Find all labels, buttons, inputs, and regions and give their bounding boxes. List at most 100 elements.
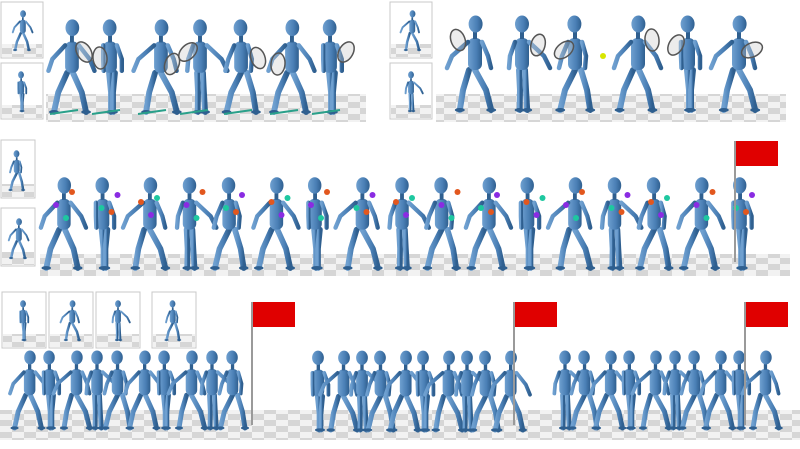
mannequin-figure xyxy=(93,177,117,271)
red-flag xyxy=(253,302,295,327)
tennis-racket xyxy=(667,34,685,56)
juggling-ball xyxy=(308,202,314,208)
mannequin-figure xyxy=(7,218,30,260)
mannequin-figure xyxy=(463,177,514,271)
mannequin-figure xyxy=(740,350,783,431)
mannequin-figure xyxy=(185,19,230,115)
juggling-ball xyxy=(148,212,154,218)
juggling-ball xyxy=(69,189,75,195)
juggling-ball xyxy=(108,209,115,215)
mannequin-figure xyxy=(17,71,28,113)
juggling-ball xyxy=(318,215,324,221)
mannequin-figure xyxy=(708,15,761,113)
mannequin-figure xyxy=(611,15,664,113)
mannequin-figure xyxy=(545,177,596,271)
mannequin-figure xyxy=(404,71,424,113)
thumbnail-floor xyxy=(2,44,42,57)
mannequin-figure xyxy=(19,300,30,342)
thumbnail-floor xyxy=(391,44,431,57)
mannequin-figure xyxy=(8,150,26,192)
tennis-racket xyxy=(337,41,355,63)
mannequin-figure xyxy=(120,177,171,271)
juggling-ball xyxy=(223,205,229,211)
juggling-ball xyxy=(183,202,190,208)
tennis-racket xyxy=(644,28,660,52)
mannequin-figure xyxy=(387,177,432,271)
tennis-racket xyxy=(92,46,108,70)
motion-trail xyxy=(137,109,167,115)
red-flag xyxy=(736,141,778,166)
mannequin-figure xyxy=(589,350,632,431)
juggling-ball xyxy=(393,199,399,205)
mannequin-figure xyxy=(310,350,331,433)
thumbnail-floor xyxy=(2,184,34,197)
motion-trail xyxy=(311,109,341,115)
juggling-ball xyxy=(749,192,755,198)
juggling-ball xyxy=(658,212,664,218)
tennis-racket xyxy=(740,41,764,59)
mannequin-figure xyxy=(41,350,62,431)
tennis-racket xyxy=(270,52,286,76)
thumbnail-floor xyxy=(153,334,195,347)
tennis-racket xyxy=(529,33,547,57)
juggling-ball xyxy=(193,215,200,221)
mannequin-figure xyxy=(251,177,301,271)
juggling-ball xyxy=(138,199,144,205)
juggling-ball xyxy=(573,215,579,221)
mannequin-figure xyxy=(59,300,82,342)
motion-trail xyxy=(91,109,121,115)
mannequin-figure xyxy=(399,10,422,52)
thumbnail-floor xyxy=(2,252,34,265)
motion-trail xyxy=(179,109,209,115)
mannequin-figure xyxy=(422,177,462,271)
tennis-racket xyxy=(449,28,467,52)
mannequin-figure xyxy=(599,177,644,271)
juggling-ball xyxy=(284,195,291,201)
juggling-ball xyxy=(709,189,716,195)
tennis-racket xyxy=(249,46,267,70)
mannequin-figure xyxy=(111,300,131,342)
tennis-ball xyxy=(600,53,606,59)
mannequin-figure xyxy=(678,15,703,113)
mannequin-figure xyxy=(518,177,542,271)
juggling-ball xyxy=(353,205,360,211)
juggling-ball xyxy=(523,199,530,205)
juggling-ball xyxy=(743,209,749,215)
mannequin-figure xyxy=(635,177,674,271)
juggling-ball xyxy=(63,215,69,221)
juggling-ball xyxy=(403,212,409,218)
juggling-ball xyxy=(533,212,540,218)
juggling-ball xyxy=(448,215,455,221)
mannequin-figure xyxy=(38,177,89,271)
mannequin-figure xyxy=(216,350,250,431)
mannequin-figure xyxy=(221,19,261,115)
mannequin-figure xyxy=(506,15,553,113)
juggling-ball xyxy=(233,209,239,215)
mannequin-figure xyxy=(266,19,317,115)
juggling-ball xyxy=(618,209,625,215)
mannequin-figure xyxy=(363,350,398,433)
juggling-ball xyxy=(608,205,615,211)
mannequin-figure xyxy=(555,15,596,113)
floor-row2 xyxy=(40,254,790,276)
juggling-ball xyxy=(579,189,585,195)
juggling-ball xyxy=(199,189,206,195)
juggling-ball xyxy=(409,195,415,201)
mannequin-figure xyxy=(174,177,219,271)
red-flag xyxy=(746,302,788,327)
motion-trail xyxy=(269,109,299,115)
juggling-ball xyxy=(488,209,494,215)
tennis-racket xyxy=(163,52,181,76)
mannequin-figure xyxy=(164,300,182,342)
mannequin-figure xyxy=(468,350,503,433)
juggling-ball xyxy=(363,209,370,215)
juggling-ball xyxy=(239,192,245,198)
mannequin-figure xyxy=(318,350,362,433)
mannequin-figure xyxy=(210,177,249,271)
tennis-racket xyxy=(553,40,575,60)
juggling-ball xyxy=(268,199,275,205)
mannequin-figure xyxy=(423,350,467,433)
tennis-racket xyxy=(178,42,198,62)
